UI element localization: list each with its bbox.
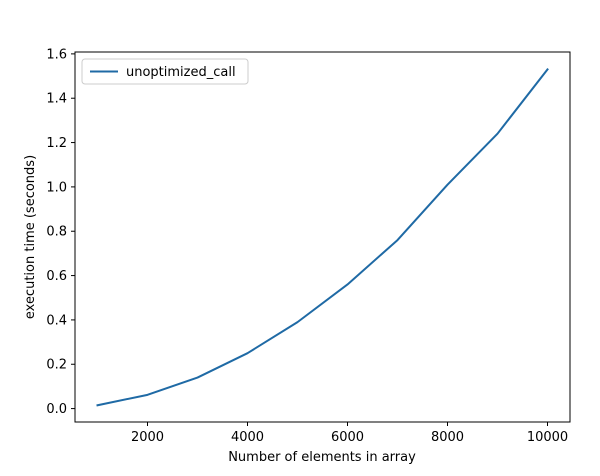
y-tick-label: 1.2	[46, 136, 67, 151]
legend-label: unoptimized_call	[126, 65, 236, 80]
y-tick-label: 0.0	[46, 402, 67, 417]
plot-area: 2000 4000 6000 8000 10000 0.0 0.2 0.4 0.6 0.8 1.0 1…	[46, 47, 571, 445]
x-tick-label: 2000	[131, 430, 164, 445]
y-tick-label: 0.2	[46, 358, 67, 373]
y-tick-label: 1.0	[46, 180, 67, 195]
legend-box	[81, 58, 249, 85]
y-tick-label: 1.4	[46, 92, 67, 107]
y-tick-label: 0.6	[46, 269, 67, 284]
x-tick-label: 6000	[331, 430, 364, 445]
x-tick-label: 8000	[431, 430, 464, 445]
x-axis-label: Number of elements in array	[228, 450, 416, 465]
x-tick-label: 4000	[231, 430, 264, 445]
series-line-0	[96, 67, 549, 407]
y-tick-label: 0.8	[46, 225, 67, 240]
y-tick-label: 0.4	[46, 313, 67, 328]
x-tick-label: 10000	[527, 430, 568, 445]
axes-frame	[74, 51, 571, 423]
y-tick-label: 1.6	[46, 47, 67, 62]
y-axis-label: execution time (seconds)	[23, 155, 38, 319]
legend: unoptimized_call	[81, 58, 249, 85]
